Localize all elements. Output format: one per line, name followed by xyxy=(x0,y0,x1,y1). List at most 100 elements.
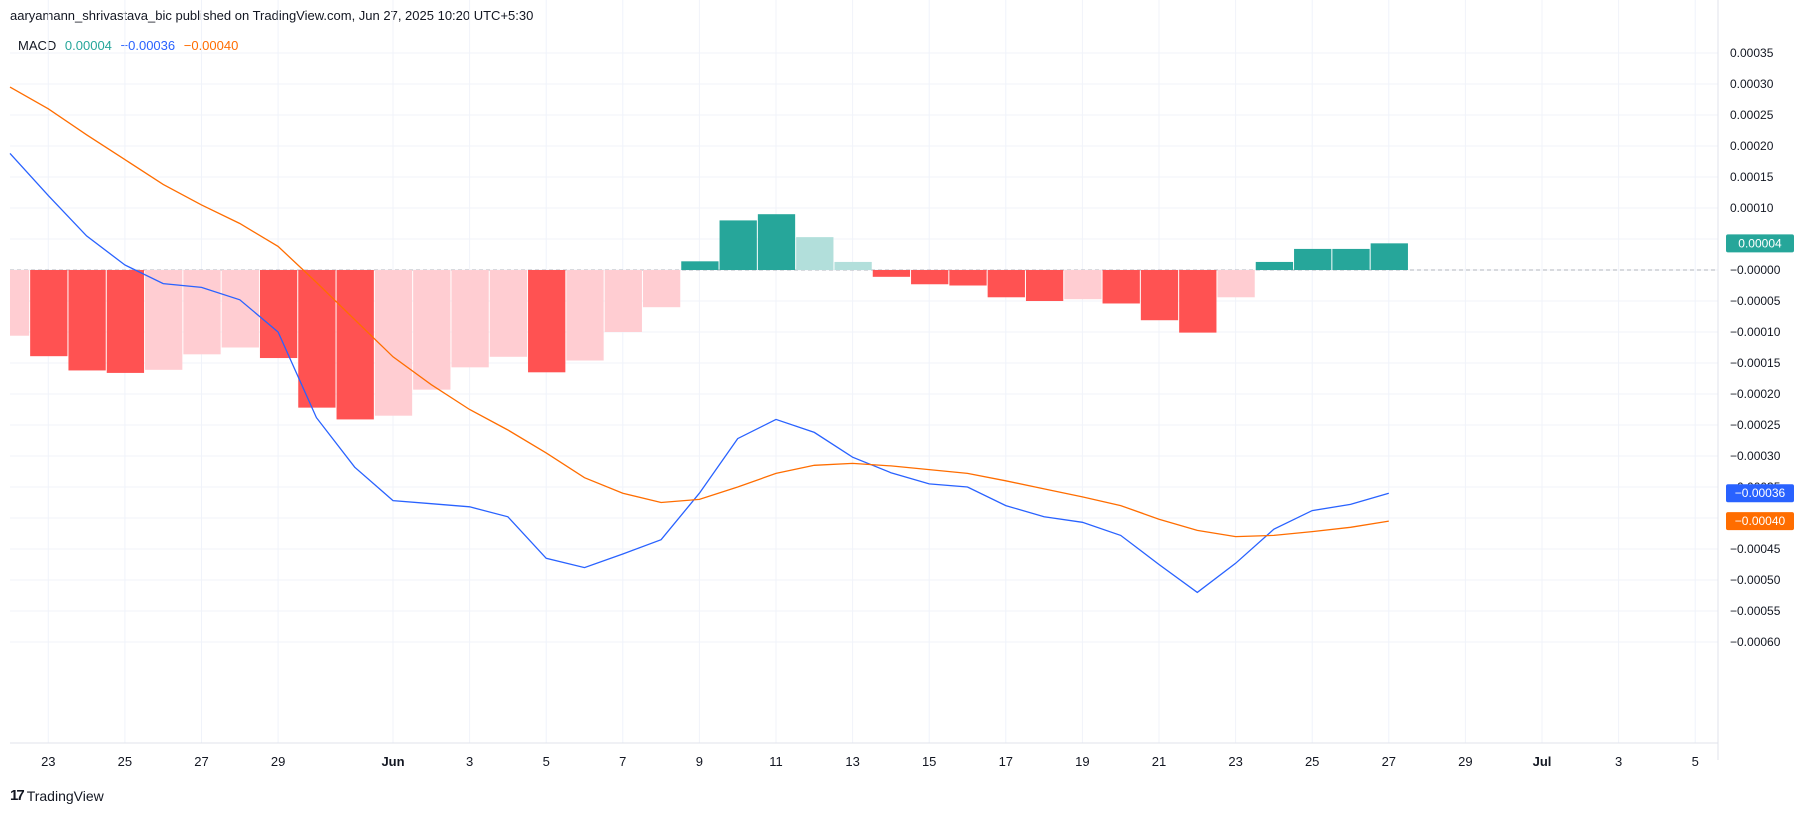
histogram-bar xyxy=(374,270,413,416)
y-tick-label: −0.00005 xyxy=(1730,294,1781,308)
x-tick-label: 19 xyxy=(1075,754,1089,769)
x-tick-label: 15 xyxy=(922,754,936,769)
y-tick-label: −0.00010 xyxy=(1730,325,1781,339)
histogram-bar xyxy=(681,261,719,270)
x-tick-label: Jul xyxy=(1533,754,1552,769)
y-tick-label: 0.00020 xyxy=(1730,139,1774,153)
legend-histogram-value: 0.00004 xyxy=(64,38,112,53)
histogram-price-label-bg xyxy=(1726,234,1794,253)
x-tick-label: 23 xyxy=(41,754,55,769)
histogram-bar xyxy=(68,270,106,371)
y-tick-label: 0.00015 xyxy=(1730,170,1774,184)
histogram-bar xyxy=(1025,270,1064,301)
histogram-bar xyxy=(834,261,872,270)
x-tick-label: 5 xyxy=(1692,754,1699,769)
x-tick-label: 3 xyxy=(1615,754,1622,769)
price-axis[interactable]: 0.00035 0.00030 0.00025 0.00020 0.00015 0.000… xyxy=(1717,0,1781,760)
histogram-bar xyxy=(872,270,911,277)
x-tick-label: 27 xyxy=(1382,754,1396,769)
signal-price-label: −0.00040 xyxy=(1735,514,1786,528)
y-tick-label: −0.00030 xyxy=(1730,449,1781,463)
histogram-bar xyxy=(336,270,374,420)
y-tick-label: 0.00035 xyxy=(1730,46,1774,60)
x-tick-label: 23 xyxy=(1228,754,1242,769)
x-tick-label: 3 xyxy=(466,754,473,769)
histogram-bar xyxy=(30,270,68,357)
histogram-bar xyxy=(528,270,566,373)
legend-indicator-name[interactable]: MACD xyxy=(18,38,57,53)
y-tick-label: −0.00050 xyxy=(1730,573,1781,587)
grid-layer xyxy=(10,0,1718,743)
histogram-bar xyxy=(298,270,336,408)
histogram-bar xyxy=(1140,270,1179,321)
lines-layer xyxy=(9,86,1389,594)
time-axis[interactable]: 23 25 27 29 Jun 3 5 7 9 11 13 15 17 19 21 23 25 27 29 Jul 3 5 xyxy=(10,742,1718,769)
macd-chart[interactable]: 0.00035 0.00030 0.00025 0.00020 0.00015 0.000… xyxy=(0,0,1814,780)
histogram-bar xyxy=(911,270,949,285)
histogram-bar xyxy=(451,270,489,368)
histogram-bar xyxy=(1332,248,1370,270)
histogram-bar xyxy=(987,270,1025,298)
histogram-bar xyxy=(757,214,796,270)
histogram-bar xyxy=(145,270,183,370)
y-tick-label: −0.00020 xyxy=(1730,387,1781,401)
legend-signal-value: −0.00040 xyxy=(183,38,239,53)
histogram-bar xyxy=(259,270,298,359)
x-tick-label: 29 xyxy=(271,754,285,769)
histogram-bar xyxy=(604,270,642,332)
x-tick-label: 7 xyxy=(619,754,626,769)
indicator-legend: MACD 0.00004 −0.00036 −0.00040 xyxy=(18,38,243,53)
y-tick-label: −0.00000 xyxy=(1730,263,1781,277)
price-labels: 0.00004 −0.00036 −0.00040 xyxy=(1726,234,1794,531)
y-tick-label: −0.00060 xyxy=(1730,635,1781,649)
y-tick-label: 0.00025 xyxy=(1730,108,1774,122)
histogram-bar xyxy=(1102,270,1140,304)
histogram-bar xyxy=(413,270,451,390)
y-tick-label: −0.00025 xyxy=(1730,418,1781,432)
tradingview-logo-text: TradingView xyxy=(26,787,104,804)
y-tick-label: 0.00030 xyxy=(1730,77,1774,91)
publisher-attribution: aaryamann_shrivastava_bic published on T… xyxy=(10,8,534,23)
x-tick-label: 25 xyxy=(118,754,132,769)
legend-macd-value: −0.00036 xyxy=(120,38,176,53)
histogram-layer xyxy=(10,214,1408,420)
x-tick-label: 5 xyxy=(543,754,550,769)
histogram-bar xyxy=(1255,261,1294,270)
signal-price-label-bg xyxy=(1726,512,1794,531)
x-tick-label: 9 xyxy=(696,754,703,769)
y-tick-label: −0.00045 xyxy=(1730,542,1781,556)
macd-price-label-bg xyxy=(1726,484,1794,503)
x-tick-label: Jun xyxy=(381,754,404,769)
x-tick-label: 21 xyxy=(1152,754,1166,769)
y-tick-label: −0.00015 xyxy=(1730,356,1781,370)
histogram-bar xyxy=(949,270,987,286)
x-tick-label: 11 xyxy=(769,754,783,769)
x-tick-label: 25 xyxy=(1305,754,1319,769)
histogram-price-label: 0.00004 xyxy=(1738,236,1782,250)
histogram-bar xyxy=(106,270,145,373)
y-tick-label: 0.00010 xyxy=(1730,201,1774,215)
x-tick-label: 13 xyxy=(845,754,859,769)
histogram-bar xyxy=(489,270,528,357)
histogram-bar xyxy=(1370,243,1408,270)
y-tick-label: −0.00055 xyxy=(1730,604,1781,618)
macd-price-label: −0.00036 xyxy=(1735,486,1786,500)
histogram-bar xyxy=(1217,270,1255,298)
histogram-bar xyxy=(1179,270,1217,333)
x-tick-label: 17 xyxy=(999,754,1013,769)
histogram-bar xyxy=(183,270,221,355)
tradingview-logo-icon: 17 xyxy=(10,787,25,804)
histogram-bar xyxy=(719,220,757,270)
x-tick-label: 29 xyxy=(1458,754,1472,769)
x-tick-label: 27 xyxy=(194,754,208,769)
histogram-bar xyxy=(796,237,834,270)
macd-line xyxy=(9,152,1389,594)
tradingview-logo[interactable]: 17 TradingView xyxy=(10,787,104,804)
histogram-bar xyxy=(1294,248,1332,270)
histogram-bar xyxy=(1064,270,1102,300)
histogram-bar xyxy=(566,270,604,361)
histogram-bar xyxy=(642,270,681,308)
histogram-bar xyxy=(10,270,30,336)
histogram-bar xyxy=(221,270,259,348)
signal-line xyxy=(9,86,1389,538)
